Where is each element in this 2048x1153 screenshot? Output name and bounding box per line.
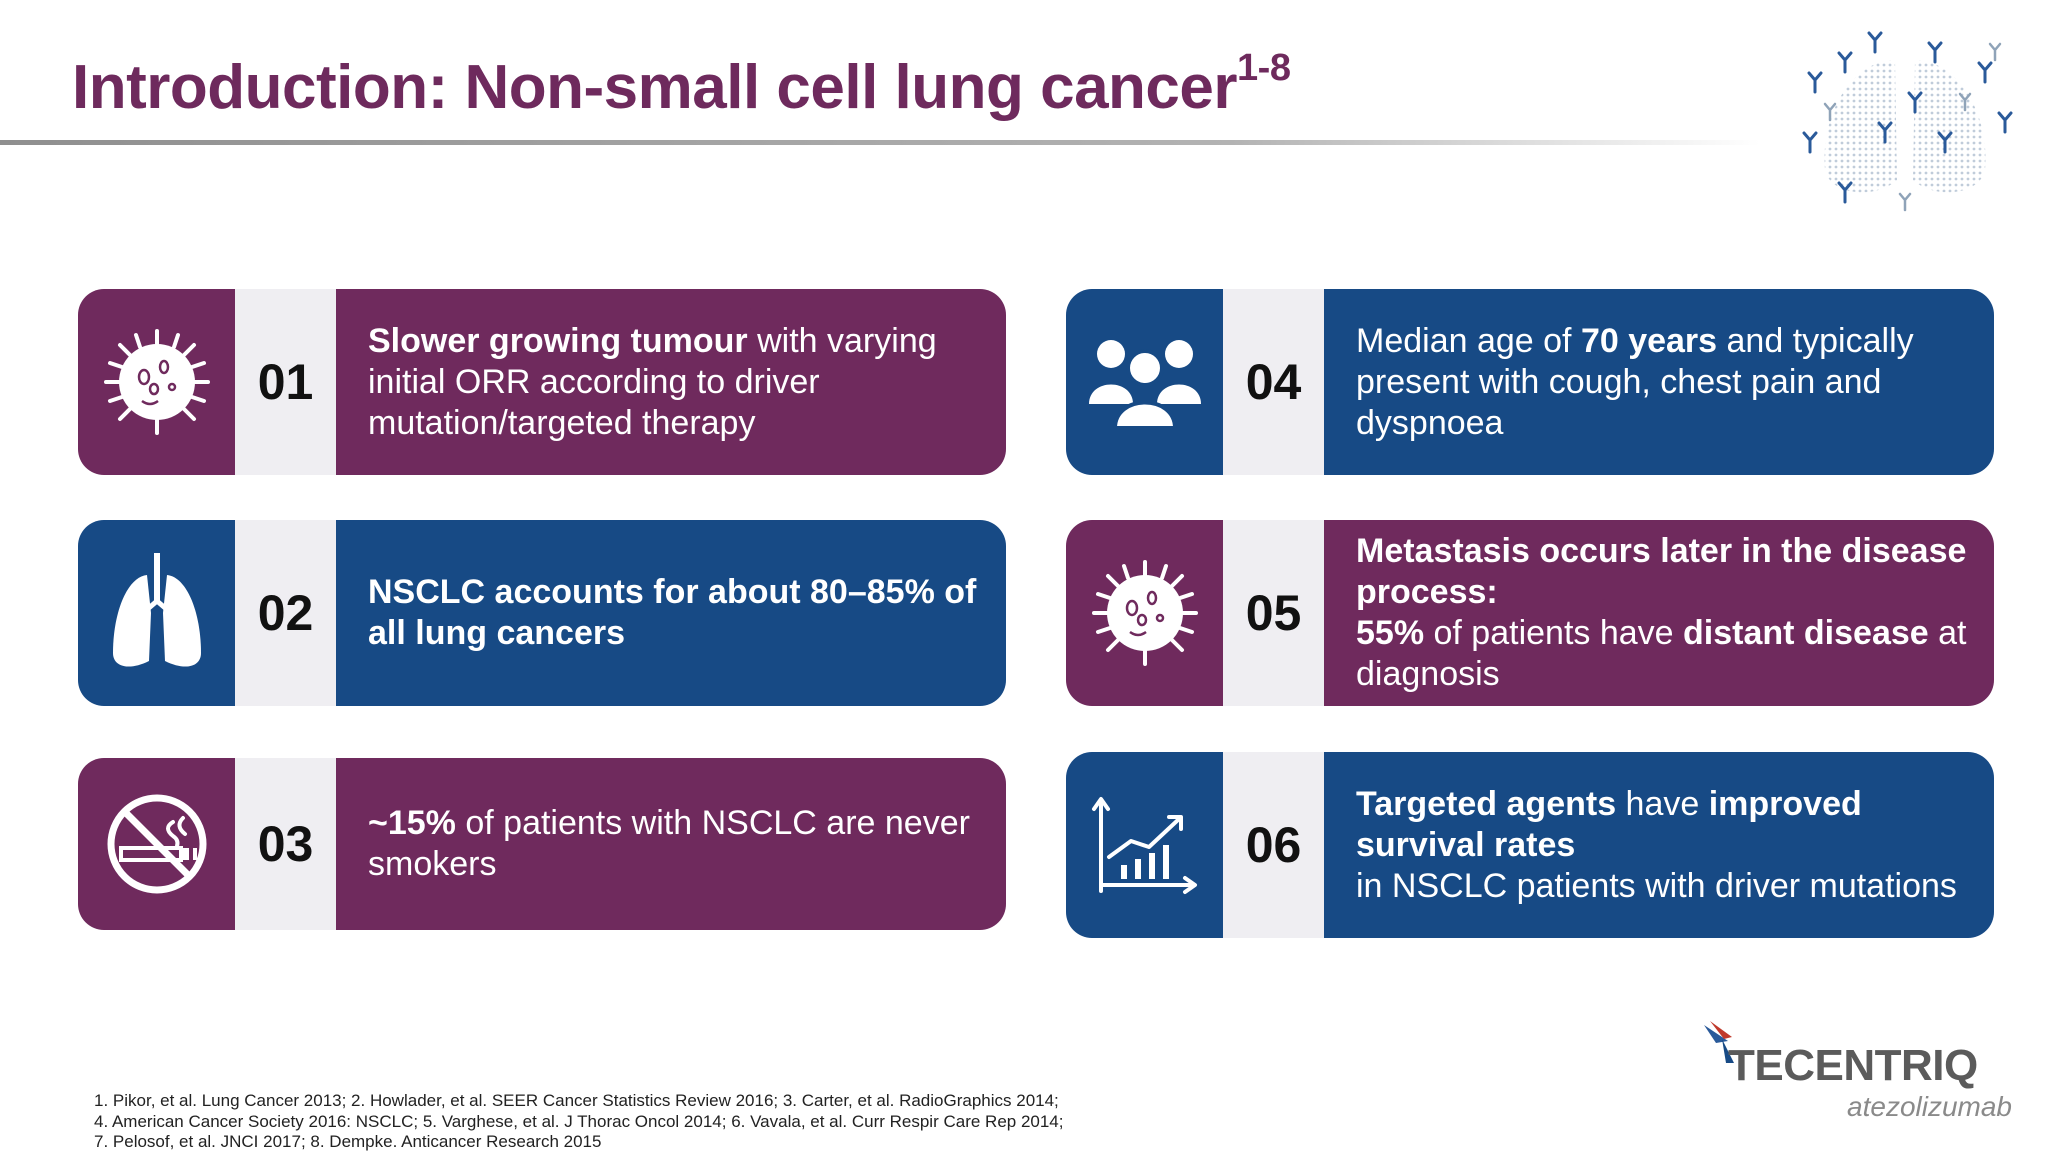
text-segment: at diagnosis xyxy=(1356,614,1967,693)
text-segment: NSCLC accounts for about 80–85% of all l… xyxy=(368,573,977,652)
logo-name: TECENTRIQ xyxy=(1728,1041,1978,1090)
page-title: Introduction: Non-small cell lung cancer… xyxy=(72,47,1291,123)
no-smoking-icon xyxy=(107,794,206,894)
card-04: 04 Median age of 70 years and typically … xyxy=(1066,289,1994,475)
card-03-number: 03 xyxy=(235,758,336,930)
card-06-icon-box xyxy=(1066,752,1223,938)
text-segment: ~15% xyxy=(368,804,456,842)
card-01-text: Slower growing tumour with varying initi… xyxy=(336,289,1006,475)
text-segment: 55% xyxy=(1356,614,1425,652)
text-segment: Targeted agents xyxy=(1356,784,1617,823)
text-segment: and typically present with cough, chest … xyxy=(1356,321,1914,442)
card-03-text-content: ~15% of patients with NSCLC are never sm… xyxy=(368,803,982,885)
card-03: 03 ~15% of patients with NSCLC are never… xyxy=(78,758,1006,930)
card-05: 05 Metastasis occurs later in the diseas… xyxy=(1066,520,1994,706)
text-segment: distant disease xyxy=(1683,614,1929,652)
title-text: Introduction: Non-small cell lung cancer xyxy=(72,53,1238,122)
card-04-icon-box xyxy=(1066,289,1223,475)
card-01-icon-box xyxy=(78,289,235,475)
card-03-text: ~15% of patients with NSCLC are never sm… xyxy=(336,758,1006,930)
growth-chart-icon xyxy=(1091,797,1197,894)
card-01-text-content: Slower growing tumour with varying initi… xyxy=(368,321,982,444)
title-superscript: 1-8 xyxy=(1237,47,1291,90)
card-02-number: 02 xyxy=(235,520,336,706)
card-04-text-content: Median age of 70 years and typically pre… xyxy=(1356,321,1970,444)
text-segment: have xyxy=(1616,784,1709,823)
card-06-text: Targeted agents have improved survival r… xyxy=(1324,752,1994,938)
text-segment: with varying initial ORR according to dr… xyxy=(368,321,937,442)
text-segment: 70 years xyxy=(1580,321,1718,360)
text-segment: Metastasis occurs later in the disease p… xyxy=(1356,532,1967,611)
card-06: 06 Targeted agents have improved surviva… xyxy=(1066,752,1994,938)
logo-subtitle: atezolizumab xyxy=(1847,1091,2012,1122)
lungs-icon xyxy=(112,553,201,667)
card-02: 02 NSCLC accounts for about 80–85% of al… xyxy=(78,520,1006,706)
text-segment: in NSCLC patients with driver mutations xyxy=(1356,866,1957,905)
text-segment: improved survival rates xyxy=(1356,784,1862,864)
card-05-icon-box xyxy=(1066,520,1223,706)
tecentriq-logo: TECENTRIQ atezolizumab xyxy=(1690,1015,2020,1125)
tumour-cell-icon xyxy=(103,329,210,435)
people-group-icon xyxy=(1088,340,1201,430)
card-02-icon-box xyxy=(78,520,235,706)
card-04-number: 04 xyxy=(1223,289,1324,475)
text-segment: of patients with NSCLC are never smokers xyxy=(368,804,970,883)
card-01: 01 Slower growing tumour with varying in… xyxy=(78,289,1006,475)
card-03-icon-box xyxy=(78,758,235,930)
tecentriq-logo-icon xyxy=(1704,1021,1734,1063)
card-02-text-content: NSCLC accounts for about 80–85% of all l… xyxy=(368,572,982,654)
card-05-number: 05 xyxy=(1223,520,1324,706)
references: 1. Pikor, et al. Lung Cancer 2013; 2. Ho… xyxy=(94,1091,1064,1151)
card-05-text: Metastasis occurs later in the disease p… xyxy=(1324,520,1994,706)
text-segment: of patients have xyxy=(1424,614,1684,652)
text-segment: Slower growing tumour xyxy=(368,321,748,360)
card-06-number: 06 xyxy=(1223,752,1324,938)
tumour-cell-icon xyxy=(1091,560,1198,666)
card-01-number: 01 xyxy=(235,289,336,475)
card-02-text: NSCLC accounts for about 80–85% of all l… xyxy=(336,520,1006,706)
card-04-text: Median age of 70 years and typically pre… xyxy=(1324,289,1994,475)
card-06-text-content: Targeted agents have improved survival r… xyxy=(1356,784,1970,907)
text-segment: Median age of xyxy=(1356,321,1581,360)
title-divider xyxy=(0,140,1760,145)
card-05-text-content: Metastasis occurs later in the disease p… xyxy=(1356,531,1970,695)
lungs-antibodies-illustration xyxy=(1802,31,2013,212)
